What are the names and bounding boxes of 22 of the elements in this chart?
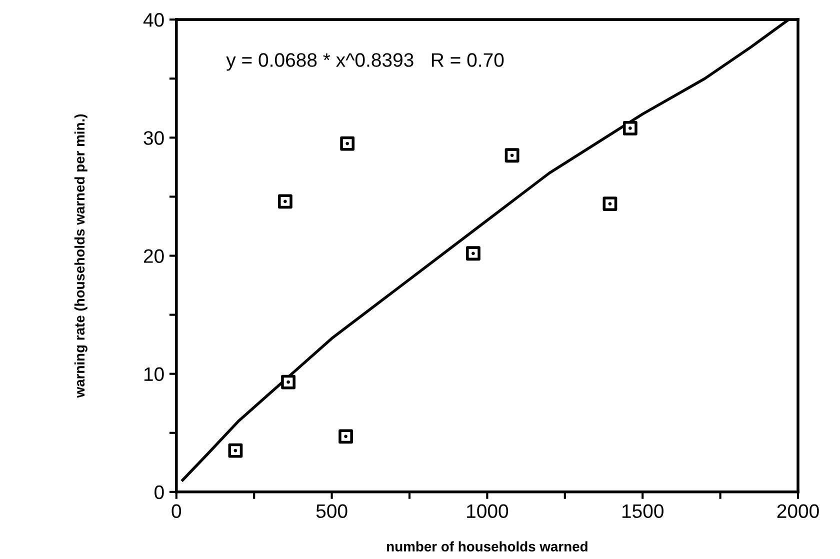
point xyxy=(622,121,638,136)
point xyxy=(340,136,355,151)
point xyxy=(504,148,520,163)
point xyxy=(602,196,618,211)
x-axis-title: number of households warned xyxy=(387,541,588,552)
x-tick-label: 1500 xyxy=(622,504,664,518)
annotation: y = 0.0688 * x^0.8393 R = 0.70 xyxy=(226,53,504,71)
point xyxy=(281,374,296,390)
x-tick-label: 0 xyxy=(172,504,182,518)
x-tick-label: 500 xyxy=(316,504,348,518)
x-tick-label: 2000 xyxy=(777,504,819,518)
y-tick-label: 0 xyxy=(154,485,164,500)
y-tick-label: 40 xyxy=(143,13,164,27)
point xyxy=(228,443,243,458)
x-tick-label: 1000 xyxy=(467,504,508,518)
y-tick-label: 30 xyxy=(144,131,164,145)
y-tick-label: 20 xyxy=(144,249,164,263)
y-tick-label: 10 xyxy=(144,367,164,382)
point xyxy=(338,429,353,444)
point xyxy=(278,194,292,209)
y-axis-title: warning rate (households warned per min.) xyxy=(74,114,88,398)
point xyxy=(466,246,480,261)
